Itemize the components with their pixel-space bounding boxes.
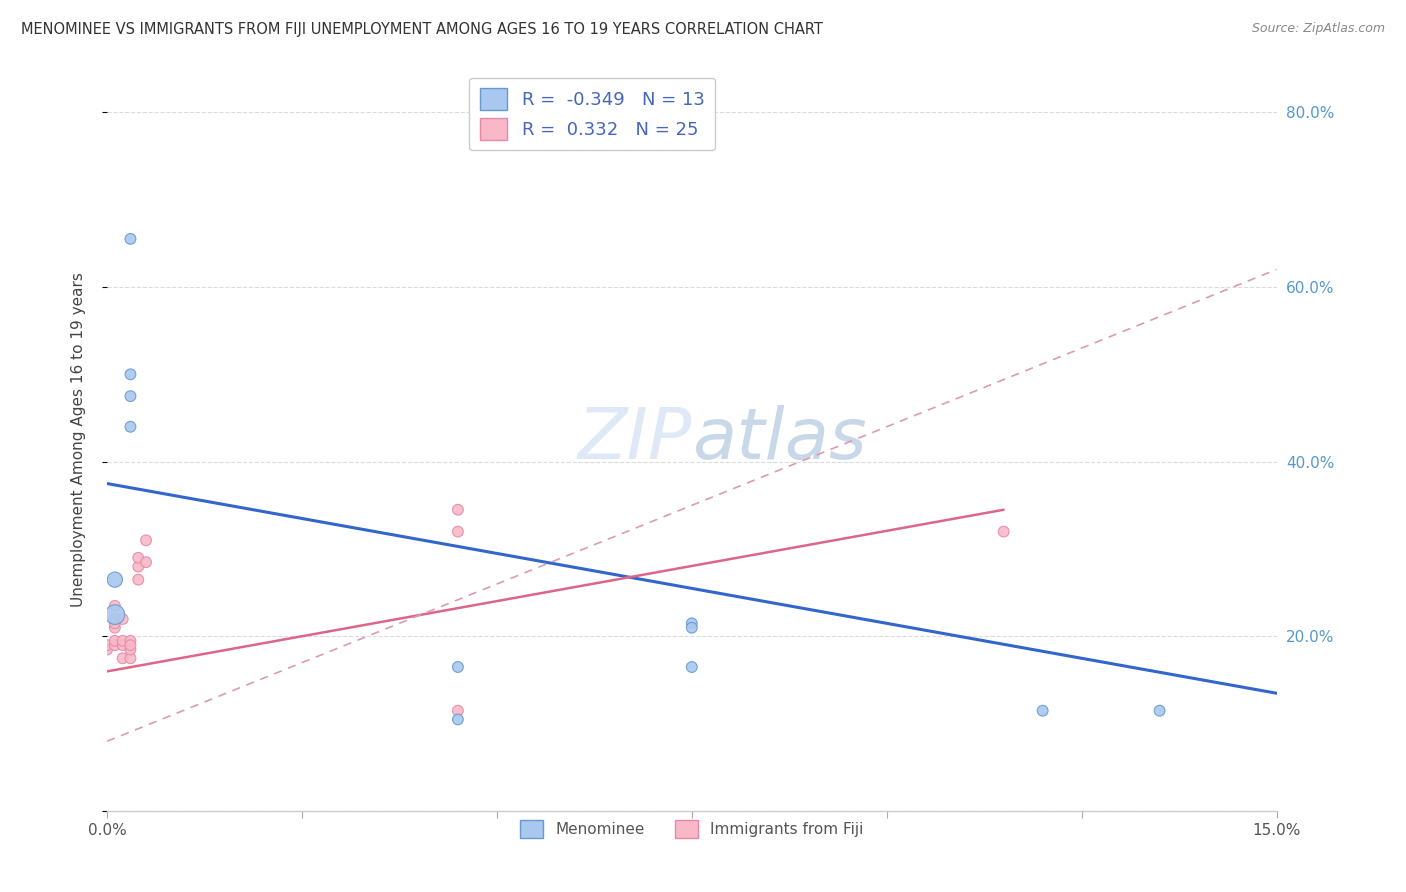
Point bbox=[447, 704, 470, 718]
Point bbox=[104, 621, 127, 635]
Text: MENOMINEE VS IMMIGRANTS FROM FIJI UNEMPLOYMENT AMONG AGES 16 TO 19 YEARS CORRELA: MENOMINEE VS IMMIGRANTS FROM FIJI UNEMPL… bbox=[21, 22, 823, 37]
Point bbox=[120, 642, 142, 657]
Text: ZIP: ZIP bbox=[578, 405, 692, 475]
Point bbox=[111, 612, 134, 626]
Point bbox=[1032, 704, 1054, 718]
Point bbox=[681, 660, 703, 674]
Point bbox=[127, 573, 149, 587]
Point bbox=[104, 599, 127, 613]
Point bbox=[135, 555, 157, 569]
Point bbox=[127, 550, 149, 565]
Point bbox=[120, 651, 142, 665]
Point bbox=[447, 713, 470, 727]
Point bbox=[120, 389, 142, 403]
Point bbox=[111, 651, 134, 665]
Point bbox=[104, 638, 127, 652]
Point bbox=[120, 368, 142, 382]
Point bbox=[104, 612, 127, 626]
Point bbox=[120, 419, 142, 434]
Point bbox=[96, 642, 118, 657]
Text: Source: ZipAtlas.com: Source: ZipAtlas.com bbox=[1251, 22, 1385, 36]
Point bbox=[111, 633, 134, 648]
Point bbox=[681, 616, 703, 631]
Point bbox=[135, 533, 157, 548]
Point bbox=[104, 607, 127, 622]
Point bbox=[104, 633, 127, 648]
Point bbox=[104, 616, 127, 631]
Point bbox=[447, 660, 470, 674]
Point bbox=[120, 633, 142, 648]
Legend: Menominee, Immigrants from Fiji: Menominee, Immigrants from Fiji bbox=[515, 814, 870, 845]
Point bbox=[447, 502, 470, 516]
Y-axis label: Unemployment Among Ages 16 to 19 years: Unemployment Among Ages 16 to 19 years bbox=[72, 272, 86, 607]
Point bbox=[120, 638, 142, 652]
Point bbox=[681, 621, 703, 635]
Point bbox=[96, 638, 118, 652]
Point bbox=[111, 638, 134, 652]
Point bbox=[993, 524, 1015, 539]
Point bbox=[120, 232, 142, 246]
Point bbox=[104, 573, 127, 587]
Point bbox=[447, 524, 470, 539]
Text: atlas: atlas bbox=[692, 405, 866, 475]
Point bbox=[127, 559, 149, 574]
Point bbox=[1149, 704, 1171, 718]
